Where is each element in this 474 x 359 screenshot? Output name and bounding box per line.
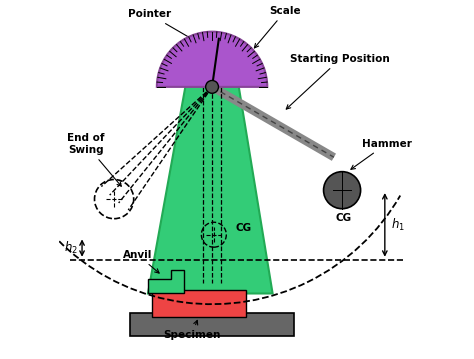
- Text: Hammer: Hammer: [351, 139, 411, 169]
- Circle shape: [324, 172, 361, 209]
- Text: $h_1$: $h_1$: [391, 217, 405, 233]
- Polygon shape: [148, 87, 273, 294]
- Text: $h_2$: $h_2$: [64, 240, 78, 256]
- Text: CG: CG: [336, 213, 352, 223]
- Text: CG: CG: [235, 223, 251, 233]
- Text: Scale: Scale: [255, 6, 301, 48]
- Bar: [152, 290, 246, 317]
- Text: Starting Position: Starting Position: [286, 54, 390, 109]
- Text: Pointer: Pointer: [128, 9, 200, 43]
- Text: Specimen: Specimen: [163, 320, 220, 340]
- Polygon shape: [148, 270, 183, 294]
- Text: End of
Swing: End of Swing: [67, 133, 121, 186]
- Wedge shape: [157, 32, 267, 87]
- Bar: [130, 313, 294, 336]
- Text: Anvil: Anvil: [123, 250, 159, 273]
- Circle shape: [206, 80, 219, 93]
